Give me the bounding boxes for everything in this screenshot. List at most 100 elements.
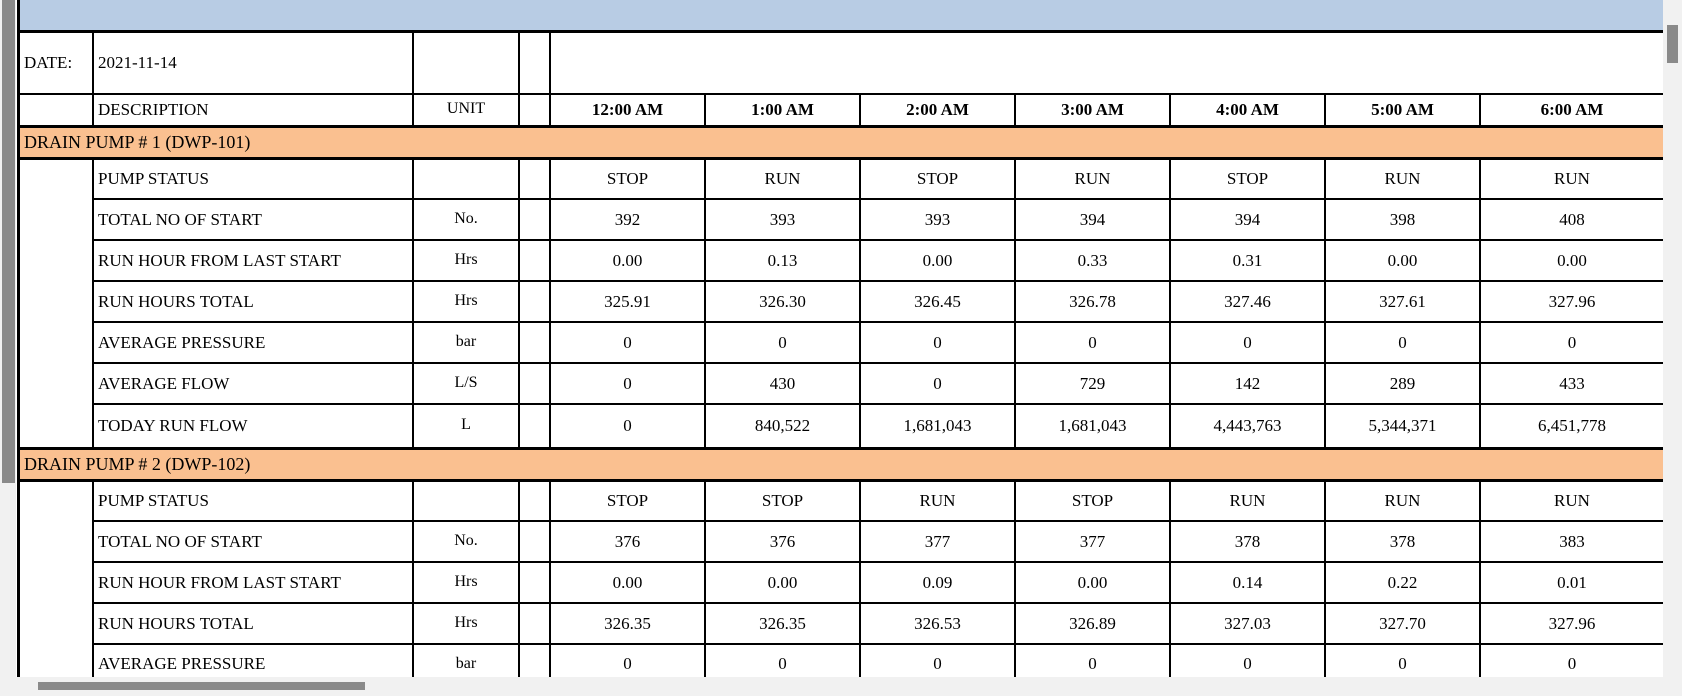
- value-cell: 0.00: [1324, 239, 1481, 282]
- table-row: TOTAL NO OF START No. 392 393 393 394 394 398 40…: [20, 198, 1663, 241]
- row-label: PUMP STATUS: [92, 157, 414, 200]
- time-column-header: 12:00 AM: [549, 93, 706, 128]
- pump-log-table: DATE: 2021-11-14 DESCRIPTION UNIT 12:00 …: [20, 33, 1663, 677]
- value-cell: 325.91: [549, 280, 706, 323]
- value-cell: RUN: [859, 479, 1016, 522]
- row-unit: bar: [412, 643, 520, 677]
- value-cell: 289: [1324, 362, 1481, 405]
- value-cell: RUN: [1014, 157, 1171, 200]
- time-column-header: 6:00 AM: [1478, 93, 1663, 128]
- value-cell: 326.30: [704, 280, 861, 323]
- time-column-header: 2:00 AM: [859, 93, 1016, 128]
- report-page: DATE: 2021-11-14 DESCRIPTION UNIT 12:00 …: [17, 0, 1663, 677]
- horizontal-scrollbar[interactable]: [0, 677, 1682, 696]
- section-band-row: DRAIN PUMP # 1 (DWP-101): [20, 124, 1663, 160]
- value-cell: 408: [1478, 198, 1663, 241]
- table-row: RUN HOUR FROM LAST START Hrs 0.00 0.13 0.00 0…: [20, 239, 1663, 282]
- value-cell: 376: [549, 520, 706, 563]
- table-row: RUN HOUR FROM LAST START Hrs 0.00 0.00 0.09 0…: [20, 561, 1663, 604]
- row-unit: Hrs: [412, 561, 520, 604]
- time-column-header: 4:00 AM: [1169, 93, 1326, 128]
- row-unit: Hrs: [412, 239, 520, 282]
- row-unit: [412, 479, 520, 522]
- value-cell: 0.00: [1014, 561, 1171, 604]
- row-label: AVERAGE PRESSURE: [92, 321, 414, 364]
- table-row: PUMP STATUS STOP RUN STOP RUN STOP RUN RUN: [20, 157, 1663, 449]
- value-cell: 392: [549, 198, 706, 241]
- right-vertical-scrollbar-thumb[interactable]: [1667, 25, 1678, 63]
- value-cell: 327.96: [1478, 602, 1663, 645]
- row-unit: bar: [412, 321, 520, 364]
- value-cell: RUN: [1324, 157, 1481, 200]
- row-unit: L/S: [412, 362, 520, 405]
- value-cell: 0: [704, 321, 861, 364]
- time-column-header: 1:00 AM: [704, 93, 861, 128]
- date-label: DATE:: [20, 33, 94, 95]
- value-cell: 376: [704, 520, 861, 563]
- value-cell: RUN: [704, 157, 861, 200]
- value-cell: 0.14: [1169, 561, 1326, 604]
- value-cell: 0.13: [704, 239, 861, 282]
- value-cell: 0: [1169, 321, 1326, 364]
- value-cell: 0: [704, 643, 861, 677]
- left-vertical-scrollbar-thumb[interactable]: [2, 0, 15, 483]
- row-label: RUN HOUR FROM LAST START: [92, 561, 414, 604]
- value-cell: 327.96: [1478, 280, 1663, 323]
- spacer-cell: [518, 321, 551, 364]
- value-cell: 394: [1169, 198, 1326, 241]
- value-cell: 326.53: [859, 602, 1016, 645]
- row-label: RUN HOURS TOTAL: [92, 602, 414, 645]
- value-cell: 0.01: [1478, 561, 1663, 604]
- spacer-cell: [518, 479, 551, 522]
- value-cell: 394: [1014, 198, 1171, 241]
- value-cell: RUN: [1169, 479, 1326, 522]
- section-band-row: DRAIN PUMP # 2 (DWP-102): [20, 446, 1663, 482]
- row-label: RUN HOURS TOTAL: [92, 280, 414, 323]
- left-vertical-scrollbar[interactable]: [0, 0, 16, 696]
- value-cell: 0.09: [859, 561, 1016, 604]
- header-indent-cell: [20, 93, 94, 128]
- spacer-cell: [518, 403, 551, 449]
- value-cell: 326.35: [549, 602, 706, 645]
- value-cell: 0: [1478, 321, 1663, 364]
- value-cell: 0: [1014, 321, 1171, 364]
- value-cell: 0: [1478, 643, 1663, 677]
- value-cell: 430: [704, 362, 861, 405]
- value-cell: 327.61: [1324, 280, 1481, 323]
- value-cell: STOP: [704, 479, 861, 522]
- value-cell: 378: [1324, 520, 1481, 563]
- value-cell: 729: [1014, 362, 1171, 405]
- row-unit: No.: [412, 198, 520, 241]
- table-row: RUN HOURS TOTAL Hrs 325.91 326.30 326.45 326.…: [20, 280, 1663, 323]
- indent-cell: [20, 479, 94, 677]
- value-cell: 377: [859, 520, 1016, 563]
- value-cell: 0.00: [549, 561, 706, 604]
- section-header: DRAIN PUMP # 1 (DWP-101): [20, 124, 1663, 160]
- row-unit: L: [412, 403, 520, 449]
- spacer-cell: [518, 239, 551, 282]
- right-vertical-scrollbar[interactable]: [1663, 0, 1682, 696]
- table-row: AVERAGE PRESSURE bar 0 0 0 0 0 0 0: [20, 321, 1663, 364]
- value-cell: 0.00: [859, 239, 1016, 282]
- horizontal-scrollbar-thumb[interactable]: [38, 682, 365, 690]
- date-empty-spacer-cell: [518, 33, 551, 95]
- value-cell: 393: [859, 198, 1016, 241]
- indent-cell: [20, 157, 94, 449]
- value-cell: 0: [859, 643, 1016, 677]
- value-cell: 327.70: [1324, 602, 1481, 645]
- value-cell: STOP: [549, 157, 706, 200]
- table-row: AVERAGE PRESSURE bar 0 0 0 0 0 0 0: [20, 643, 1663, 677]
- value-cell: 0.00: [704, 561, 861, 604]
- value-cell: 326.89: [1014, 602, 1171, 645]
- row-label: RUN HOUR FROM LAST START: [92, 239, 414, 282]
- header-spacer-cell: [518, 93, 551, 128]
- value-cell: 0.33: [1014, 239, 1171, 282]
- spacer-cell: [518, 280, 551, 323]
- row-unit: Hrs: [412, 280, 520, 323]
- value-cell: 0.22: [1324, 561, 1481, 604]
- date-row: DATE: 2021-11-14: [20, 33, 1663, 95]
- description-header: DESCRIPTION: [92, 93, 414, 128]
- value-cell: 377: [1014, 520, 1171, 563]
- date-empty-unit-cell: [412, 33, 520, 95]
- value-cell: 0: [1324, 643, 1481, 677]
